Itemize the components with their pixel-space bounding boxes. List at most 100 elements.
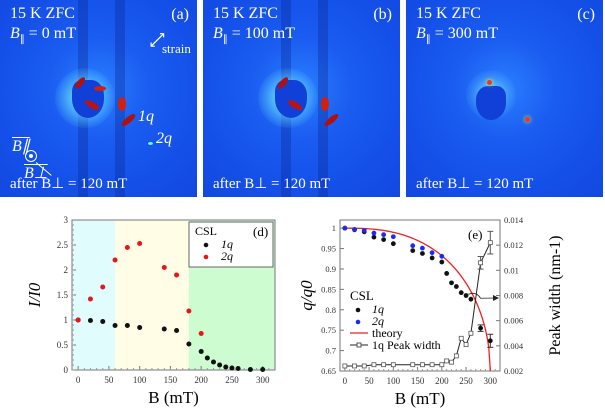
legend-box [188,221,274,268]
y-tick-label: 2 [64,265,69,275]
x-axis-label: B (mT) [395,389,446,408]
x-tick-label: 50 [104,375,114,385]
x-tick-label: 100 [387,376,401,386]
arrowhead-icon [493,295,499,302]
sans-image-a: 15 K ZFC B∥ = 0 mT (a) strain ⟷ 1q 2q B∥… [0,0,197,197]
point-1q [229,365,235,371]
x-tick-label: 0 [343,376,348,386]
x-tick-label: 150 [164,375,178,385]
y-right-tick-label: 0.002 [504,366,523,376]
point-2q [381,232,387,238]
point-2q [161,265,167,270]
point-2q [198,331,204,336]
point-1q [449,280,454,286]
legend-marker [203,254,209,260]
point-2q [342,225,348,231]
x-tick-label: 300 [484,376,498,386]
point-1q [87,318,93,323]
chart-e: 0.65 0.7 0.75 0.8 0.85 0.9 0.95 1 0.002 0.004 0.00… [300,215,564,408]
point-1q [429,255,435,261]
point-2q [429,250,435,256]
point-1q [247,367,253,372]
peak-width-point [449,359,454,365]
y-tick-label: 1.5 [57,290,69,300]
peak-2q-label: 2q [156,130,172,147]
point-1q [100,319,106,324]
peak-1q-label: 1q [138,108,154,125]
point-2q [174,272,180,278]
y-tick-label: 0.5 [57,340,69,350]
y-tick-label: 0.9 [325,264,336,274]
point-1q [235,366,241,371]
peak-width-point [439,362,445,368]
point-1q [390,241,396,247]
point-1q [381,237,387,242]
region-cyan [72,220,116,370]
legend-marker [203,242,209,248]
peak-width-point [371,362,377,368]
chart-d: 0 0.5 1 1.5 2 2.5 3 0 50 100 150 200 250 300 B (mT) I/I… [25,215,276,407]
point-2q [390,234,396,240]
x-tick-label: 250 [459,376,473,386]
peak-width-point [468,330,474,336]
point-1q [204,355,210,361]
x-axis-label: B (mT) [148,388,199,407]
point-1q [453,284,459,289]
y-axis-label: I/I0 [25,282,44,308]
point-1q [124,323,130,328]
point-1q [137,325,143,330]
legend-label: theory [372,326,403,340]
x-tick-label: 50 [365,376,375,386]
field-label: B∥ = 100 mT [213,25,296,46]
point-1q [161,326,167,332]
panel-tag: (b) [373,6,392,23]
peak-width-point [390,362,396,368]
peak-width-point [420,362,425,368]
point-1q [210,359,216,365]
strain-label: strain [162,41,191,56]
point-1q [410,248,416,254]
axis-arrow-icon [468,292,498,299]
y-right-tick-label: 0.012 [504,240,523,250]
region-yellow [115,220,189,370]
theory-curve [344,227,491,372]
b-parallel-label: B∥ [12,138,30,155]
point-2q [420,245,425,251]
y-right-tick-label: 0.006 [504,316,523,326]
y-tick-label: 0.8 [325,305,336,315]
y-tick-label: 0.85 [321,284,336,294]
legend-label: 1q Peak width [372,338,441,352]
b-perp-label: B⊥ [24,165,48,182]
peak-width-point [463,342,469,347]
peak-width-point [478,260,484,266]
y-right-tick-label: 0.008 [504,291,523,301]
peak-width-point [458,335,464,341]
point-1q [458,290,464,296]
peak-width-point [381,362,387,368]
y-tick-label: 0.95 [321,244,336,254]
history-label: after B⊥ = 120 mT [416,176,534,192]
x-tick-label: 200 [194,375,208,385]
y-tick-label: 3 [64,215,69,225]
legend-label: 2q [372,314,384,328]
x-tick-label: 100 [133,375,147,385]
point-2q [87,296,93,302]
legend-title: CSL [350,288,374,303]
y-tick-label: 0.65 [321,366,336,376]
point-1q [463,293,469,298]
y-tick-label: 1 [332,223,336,233]
sans-image-b: 15 K ZFC B∥ = 100 mT (b) after B⊥ = 120 … [203,0,400,197]
point-1q [223,364,229,370]
out-of-plane-icon [25,150,37,162]
legend-label: 2q [221,249,233,263]
peak-width-point [453,353,459,359]
point-2q [137,241,143,246]
point-2q [112,257,118,263]
point-2q [124,245,130,250]
peak-width-point [410,362,416,368]
point-1q [260,367,266,372]
point-2q [371,230,377,236]
y-axis-label: q/q0 [300,280,316,311]
y-tick-label: 0.7 [325,346,336,356]
legend-marker [355,319,361,325]
